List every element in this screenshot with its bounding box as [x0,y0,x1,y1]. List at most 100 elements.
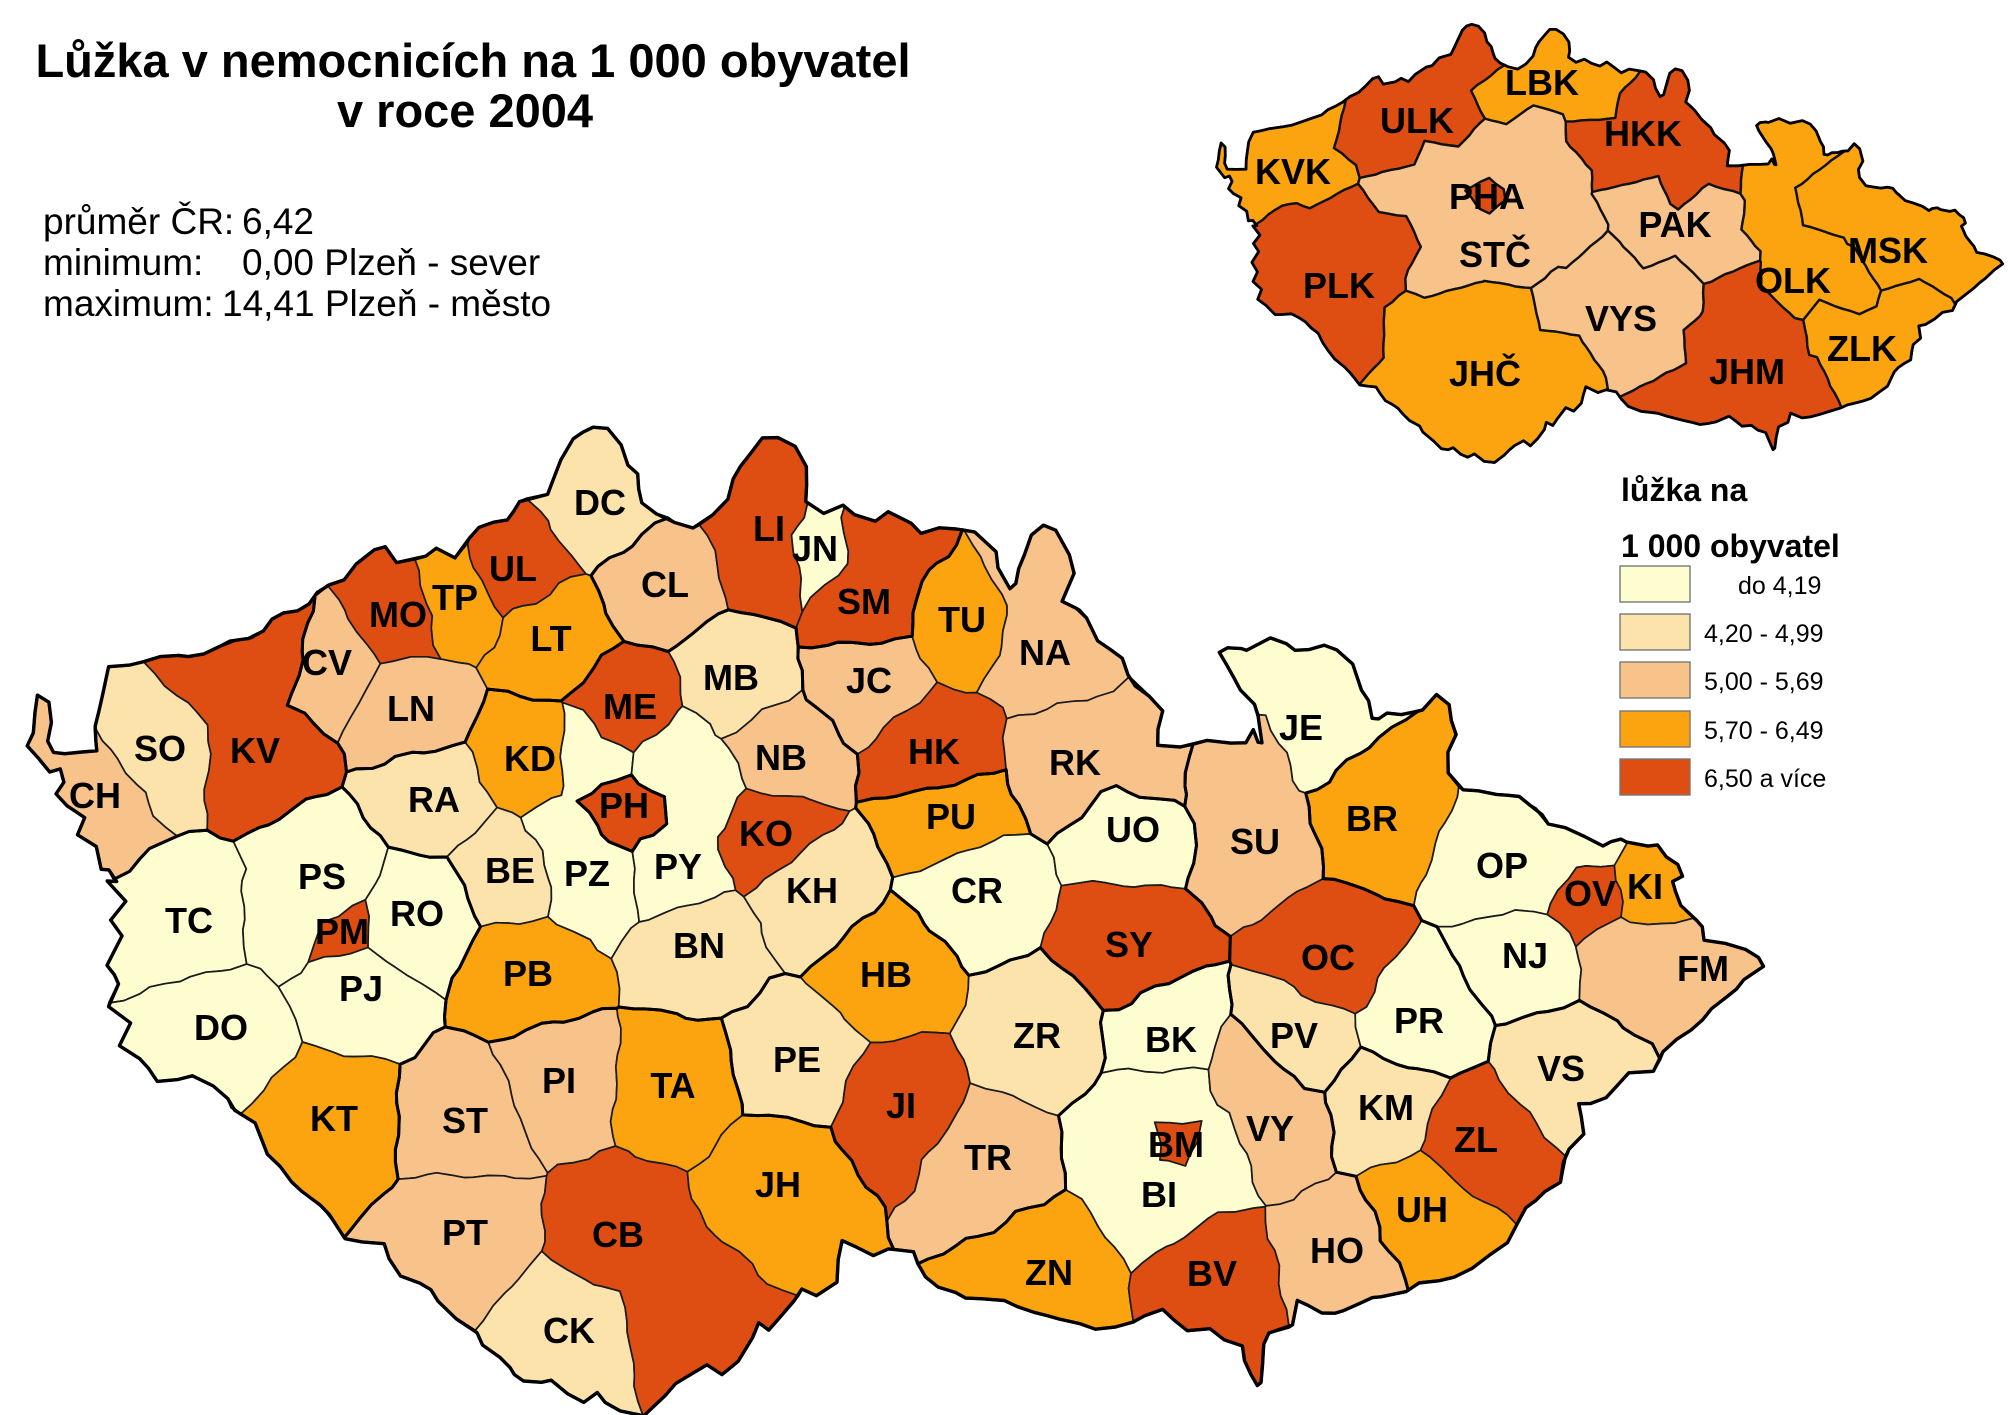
svg-text:SO: SO [134,728,186,769]
svg-text:BE: BE [485,850,535,891]
svg-text:PH: PH [599,785,649,826]
svg-text:CB: CB [592,1214,644,1255]
svg-text:PE: PE [773,1039,821,1080]
svg-text:ZR: ZR [1013,1015,1061,1056]
svg-text:lůžka na: lůžka na [1621,472,1747,508]
svg-text:14,41 Plzeň - město: 14,41 Plzeň - město [222,283,551,324]
svg-text:STČ: STČ [1459,233,1531,275]
svg-text:Lůžka v nemocnicích na 1 000 o: Lůžka v nemocnicích na 1 000 obyvatel [35,34,910,87]
svg-text:KV: KV [230,730,280,771]
svg-text:TC: TC [165,900,213,941]
svg-text:SY: SY [1105,924,1153,965]
svg-text:PI: PI [542,1060,576,1101]
svg-text:UO: UO [1106,809,1160,850]
svg-text:KVK: KVK [1255,151,1331,192]
svg-text:CK: CK [543,1310,595,1351]
svg-text:BR: BR [1346,798,1398,839]
svg-text:UH: UH [1396,1189,1448,1230]
svg-text:HK: HK [908,731,960,772]
svg-text:BN: BN [673,925,725,966]
svg-text:ZN: ZN [1025,1252,1073,1293]
svg-text:CV: CV [302,642,352,683]
svg-text:DC: DC [574,482,626,523]
svg-text:5,70 - 6,49: 5,70 - 6,49 [1704,717,1824,745]
svg-text:PV: PV [1270,1015,1318,1056]
svg-text:ZL: ZL [1454,1119,1498,1160]
svg-text:1 000 obyvatel: 1 000 obyvatel [1621,528,1840,564]
svg-text:CH: CH [69,775,121,816]
svg-text:JN: JN [792,528,838,569]
svg-text:průměr ČR:: průměr ČR: [43,201,234,242]
svg-text:KT: KT [310,1098,358,1139]
svg-text:ME: ME [603,686,657,727]
svg-text:TA: TA [650,1065,695,1106]
svg-text:NJ: NJ [1502,935,1548,976]
svg-text:KO: KO [739,813,793,854]
svg-text:CR: CR [951,870,1003,911]
svg-text:BK: BK [1145,1019,1197,1060]
svg-text:PM: PM [315,911,369,952]
svg-text:RA: RA [408,779,460,820]
svg-text:JHM: JHM [1709,351,1785,392]
svg-text:TR: TR [964,1137,1012,1178]
svg-text:UL: UL [489,548,537,589]
svg-text:minimum:: minimum: [43,242,203,283]
svg-text:RO: RO [390,893,444,934]
svg-text:LN: LN [387,688,435,729]
svg-text:BV: BV [1187,1253,1237,1294]
svg-text:SU: SU [1230,821,1280,862]
svg-text:ULK: ULK [1380,100,1454,141]
svg-text:OV: OV [1564,873,1616,914]
svg-text:PT: PT [442,1212,488,1253]
svg-text:FM: FM [1677,948,1729,989]
svg-text:LI: LI [753,508,785,549]
svg-text:HO: HO [1310,1230,1364,1271]
svg-text:PY: PY [654,846,702,887]
svg-text:6,42: 6,42 [242,201,314,242]
svg-text:KD: KD [504,738,556,779]
svg-text:OLK: OLK [1755,260,1831,301]
svg-text:CL: CL [641,564,689,605]
svg-text:6,50 a více: 6,50 a více [1704,765,1826,793]
svg-text:TP: TP [432,577,478,618]
svg-text:DO: DO [194,1007,248,1048]
svg-text:MB: MB [703,657,759,698]
svg-text:OC: OC [1301,937,1355,978]
svg-text:LBK: LBK [1505,62,1579,103]
svg-text:NA: NA [1019,632,1071,673]
svg-text:PZ: PZ [564,853,610,894]
svg-text:LT: LT [530,618,571,659]
svg-text:TU: TU [938,599,986,640]
svg-text:KH: KH [786,870,838,911]
svg-text:RK: RK [1049,742,1101,783]
svg-text:SM: SM [837,581,891,622]
svg-text:JI: JI [886,1085,916,1126]
svg-text:JC: JC [846,660,892,701]
svg-text:JH: JH [755,1164,801,1205]
svg-text:HKK: HKK [1604,113,1682,154]
svg-text:PJ: PJ [339,968,383,1009]
svg-text:5,00 - 5,69: 5,00 - 5,69 [1704,668,1824,696]
svg-text:PU: PU [926,796,976,837]
svg-text:BI: BI [1141,1174,1177,1215]
svg-text:maximum:: maximum: [43,283,214,324]
svg-text:VY: VY [1246,1108,1294,1149]
svg-text:VYS: VYS [1585,298,1657,339]
svg-text:PLK: PLK [1303,265,1375,306]
svg-text:MSK: MSK [1848,230,1928,271]
svg-text:PR: PR [1394,1000,1444,1041]
svg-text:KI: KI [1627,866,1663,907]
svg-text:VS: VS [1537,1048,1585,1089]
svg-text:do 4,19: do 4,19 [1738,572,1821,600]
svg-text:ZLK: ZLK [1827,328,1897,369]
svg-text:PAK: PAK [1638,204,1711,245]
svg-text:4,20 - 4,99: 4,20 - 4,99 [1704,620,1824,648]
svg-text:OP: OP [1476,845,1528,886]
svg-text:NB: NB [755,737,807,778]
svg-text:PHA: PHA [1449,176,1525,217]
svg-text:KM: KM [1358,1087,1414,1128]
svg-text:MO: MO [369,594,427,635]
svg-text:HB: HB [860,954,912,995]
svg-text:JE: JE [1279,707,1323,748]
svg-text:ST: ST [442,1100,488,1141]
